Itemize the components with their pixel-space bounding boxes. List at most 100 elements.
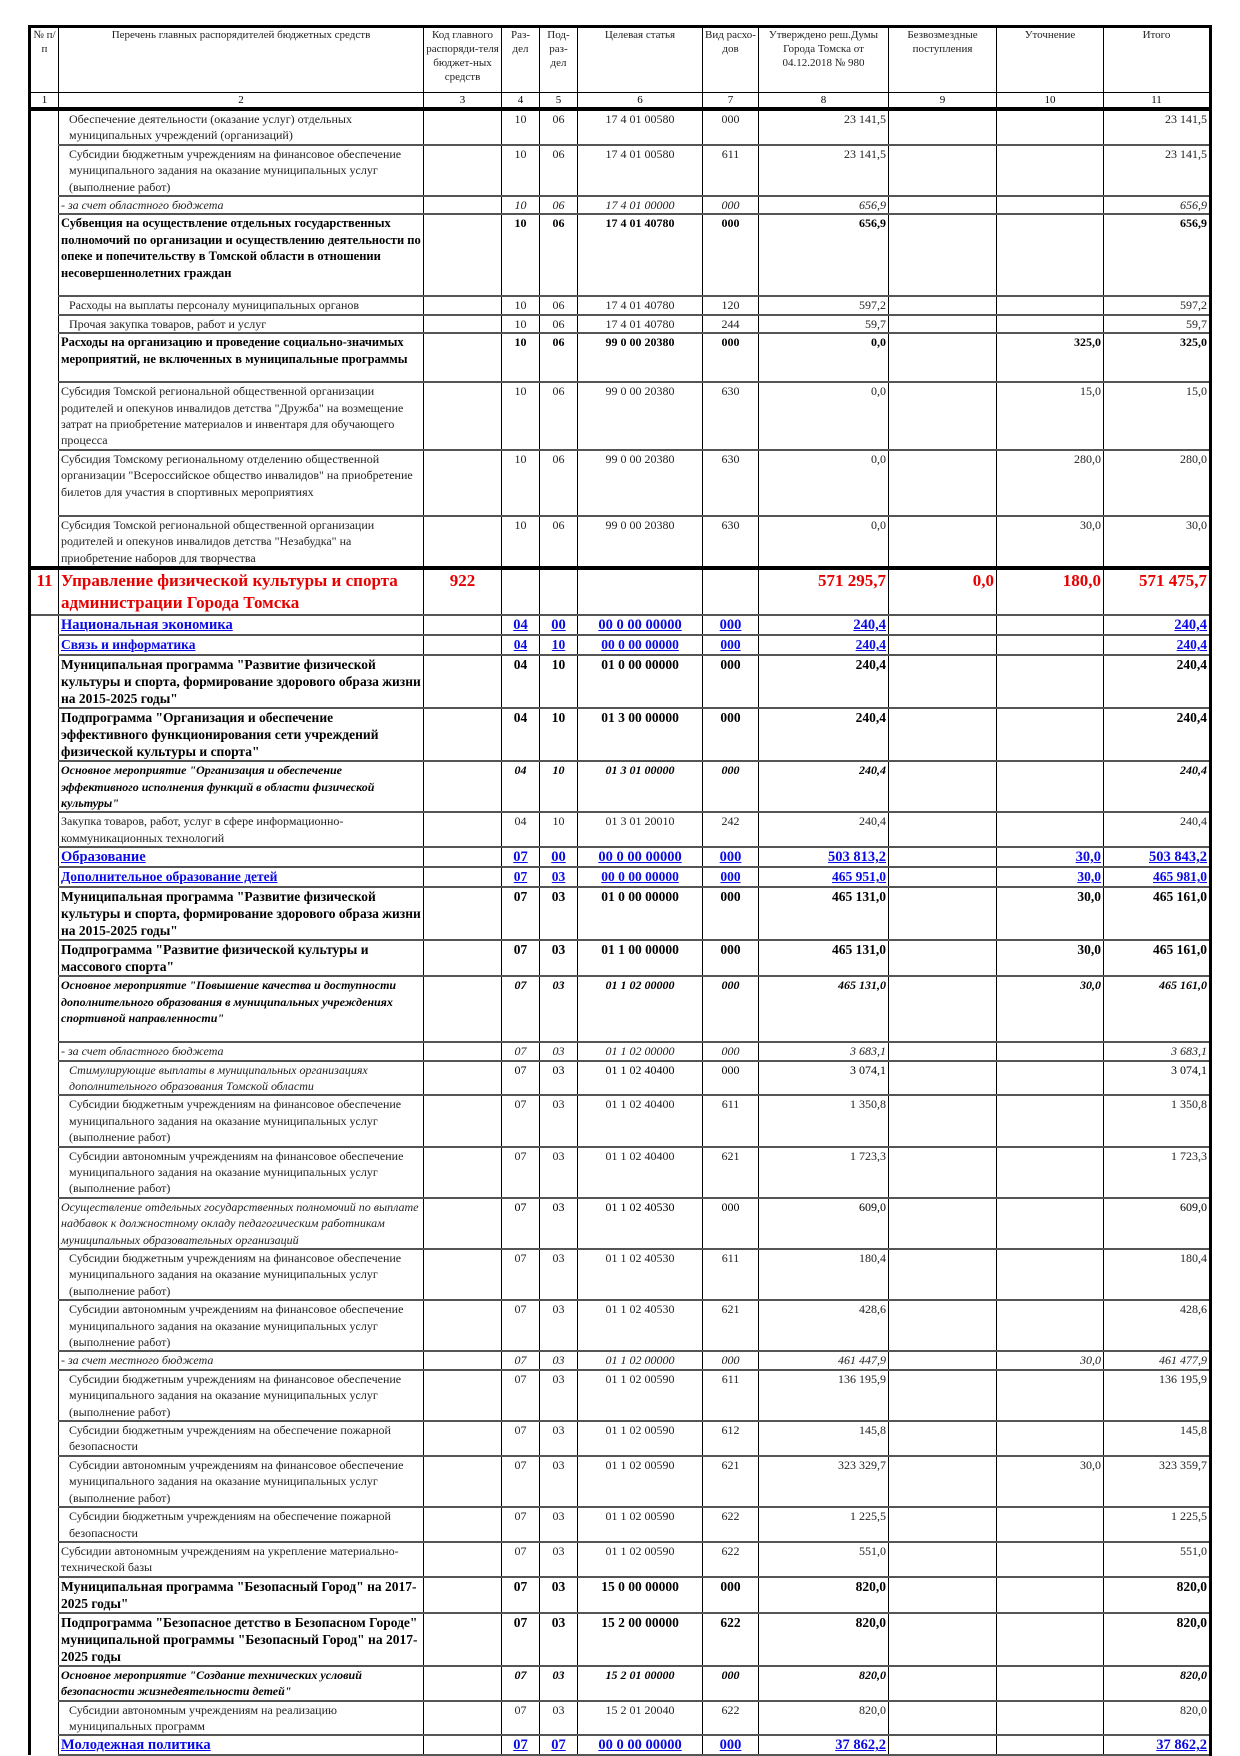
row-number xyxy=(29,1060,59,1096)
free-receipts xyxy=(888,1059,997,1096)
adjustment xyxy=(996,1664,1104,1701)
expense-type: 611 xyxy=(702,1247,759,1301)
adjustment xyxy=(996,1506,1104,1542)
column-number-row: 1 2 3 4 5 6 7 8 9 10 11 xyxy=(29,92,1211,111)
row-number xyxy=(29,708,59,762)
free-receipts xyxy=(888,108,997,145)
approved-amount: 820,0 xyxy=(758,1664,889,1701)
section-row: Дополнительное образование детей 07 03 00 0… xyxy=(29,866,1211,888)
row-name: Национальная экономика xyxy=(58,614,424,636)
header-col-number: № п/п xyxy=(29,26,59,93)
expense-type: 611 xyxy=(702,143,759,197)
target-article: 17 4 01 40780 xyxy=(577,313,703,334)
row-number xyxy=(29,1197,59,1249)
grbs-code xyxy=(423,1145,502,1198)
target-article: 01 0 00 00000 xyxy=(577,886,703,941)
row-name: Стимулирующие выплаты в муниципальных ор… xyxy=(58,1059,424,1096)
approved-amount: 37 862,2 xyxy=(758,1734,889,1756)
row-name: Образование xyxy=(58,846,424,868)
grbs-code xyxy=(423,1734,502,1756)
subsection-code: 03 xyxy=(539,1041,578,1061)
target-article: 01 0 00 00000 xyxy=(577,654,703,709)
row-number xyxy=(29,1369,59,1422)
subsection-code: 03 xyxy=(539,939,578,977)
row-name: Муниципальная программа "Безопасный Горо… xyxy=(58,1575,424,1613)
grbs-code xyxy=(423,1540,502,1577)
subsection-code: 06 xyxy=(539,514,578,569)
row-name: Муниципальная программа "Развитие физиче… xyxy=(58,886,424,941)
section-code: 07 xyxy=(501,1699,540,1736)
subsection-code: 06 xyxy=(539,213,578,297)
adjustment: 325,0 xyxy=(996,332,1104,383)
total-amount: 240,4 xyxy=(1103,811,1211,848)
grbs-code xyxy=(423,108,502,145)
expense-type: 000 xyxy=(702,1575,759,1613)
table-row: Расходы на выплаты персоналу муниципальн… xyxy=(29,295,1211,315)
free-receipts xyxy=(888,213,997,297)
table-row: Субвенция на осуществление отдельных гос… xyxy=(29,213,1211,297)
adjustment xyxy=(996,1540,1104,1577)
target-article: 01 3 00 00000 xyxy=(577,707,703,762)
free-receipts xyxy=(888,939,997,977)
table-row: Субсидии бюджетным учреждениям на обеспе… xyxy=(29,1506,1211,1542)
subsection-code: 03 xyxy=(539,1699,578,1736)
grbs-code xyxy=(423,1506,502,1542)
total-amount: 240,4 xyxy=(1103,614,1211,636)
row-name: Подпрограмма "Организация и обеспечение … xyxy=(58,707,424,762)
free-receipts: 0,0 xyxy=(888,566,997,616)
header-col-expense-type: Вид расхо-дов xyxy=(702,26,759,93)
row-number xyxy=(29,1421,59,1456)
row-name: Субсидии бюджетным учреждениям на финанс… xyxy=(58,1247,424,1301)
section-row: Молодежная политика 07 07 00 0 00 00000 000 3… xyxy=(29,1734,1211,1756)
subsection-code: 03 xyxy=(539,1350,578,1370)
approved-amount: 571 295,7 xyxy=(758,566,889,616)
budget-table: № п/п Перечень главных распорядителей бюд… xyxy=(28,25,1212,1756)
row-name: Субсидии бюджетным учреждениям на финанс… xyxy=(58,1368,424,1422)
approved-amount: 323 329,7 xyxy=(758,1454,889,1508)
section-code: 07 xyxy=(501,1059,540,1096)
target-article xyxy=(577,566,703,616)
row-name: Связь и информатика xyxy=(58,634,424,656)
target-article: 00 0 00 00000 xyxy=(577,846,703,868)
subsection-code: 03 xyxy=(539,1247,578,1301)
row-number xyxy=(29,1095,59,1147)
grbs-code xyxy=(423,634,502,656)
target-article: 00 0 00 00000 xyxy=(577,614,703,636)
total-amount: 240,4 xyxy=(1103,760,1211,813)
row-name: Субсидии автономным учреждениям на финан… xyxy=(58,1299,424,1352)
target-article: 99 0 00 20380 xyxy=(577,332,703,383)
target-article: 00 0 00 00000 xyxy=(577,1734,703,1756)
section-code: 10 xyxy=(501,381,540,450)
adjustment xyxy=(996,614,1104,636)
table-row: Обеспечение деятельности (оказание услуг… xyxy=(29,108,1211,145)
row-number xyxy=(29,1665,59,1701)
total-amount: 465 161,0 xyxy=(1103,975,1211,1043)
target-article: 99 0 00 20380 xyxy=(577,448,703,516)
adjustment xyxy=(996,195,1104,215)
subsection-code: 10 xyxy=(539,760,578,813)
expense-type: 622 xyxy=(702,1540,759,1577)
target-article: 01 1 00 00000 xyxy=(577,939,703,977)
total-amount: 1 723,3 xyxy=(1103,1145,1211,1198)
free-receipts xyxy=(888,1041,997,1061)
row-name: Расходы на выплаты персоналу муниципальн… xyxy=(58,295,424,315)
total-amount: 820,0 xyxy=(1103,1699,1211,1736)
section-code: 07 xyxy=(501,1196,540,1249)
subsection-code: 06 xyxy=(539,332,578,383)
section-code: 07 xyxy=(501,939,540,977)
target-article: 01 1 02 00000 xyxy=(577,1350,703,1370)
free-receipts xyxy=(888,614,997,636)
row-name: Основное мероприятие "Организация и обес… xyxy=(58,760,424,813)
adjustment xyxy=(996,1699,1104,1736)
target-article: 01 1 02 00000 xyxy=(577,1041,703,1061)
approved-amount: 428,6 xyxy=(758,1299,889,1352)
section-code: 04 xyxy=(501,654,540,709)
approved-amount: 240,4 xyxy=(758,811,889,848)
subsection-code: 03 xyxy=(539,1611,578,1666)
subsection-code: 03 xyxy=(539,975,578,1043)
table-row: Субсидия Томской региональной общественн… xyxy=(29,514,1211,569)
grbs-code xyxy=(423,1059,502,1096)
expense-type: 630 xyxy=(702,381,759,450)
grbs-code xyxy=(423,143,502,197)
row-number xyxy=(29,449,59,516)
